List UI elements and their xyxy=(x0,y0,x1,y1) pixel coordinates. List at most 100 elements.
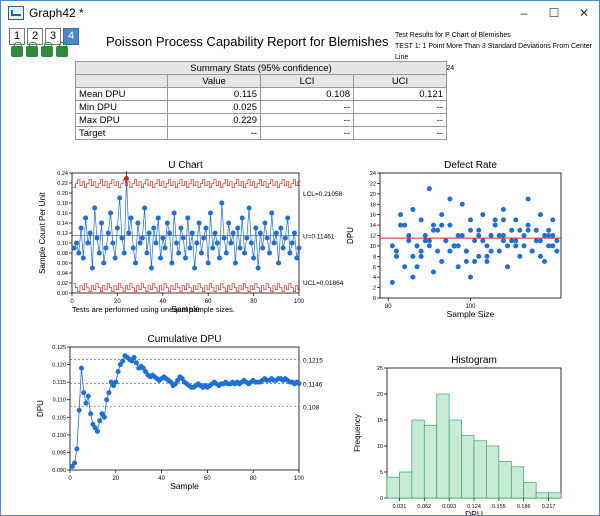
reference-label: 0.1146 xyxy=(303,382,323,389)
scatter-point xyxy=(500,217,506,223)
histogram-chart: Histogram DPU Frequency 0 5 10 15 20 25 0.031 0.06… xyxy=(353,355,562,515)
cumulative-point xyxy=(88,411,94,417)
scatter-point xyxy=(393,248,399,254)
cumulative-point xyxy=(131,355,137,361)
u-point xyxy=(171,210,177,216)
chart-title: Cumulative DPU xyxy=(148,334,222,345)
u-point xyxy=(89,265,95,271)
cumulative-point xyxy=(74,446,80,452)
scatter-point xyxy=(546,233,552,238)
u-point xyxy=(92,205,98,211)
u-point xyxy=(101,260,107,266)
scatter-point xyxy=(476,253,482,259)
scatter-point xyxy=(496,233,502,238)
u-point xyxy=(148,265,154,271)
scatter-point xyxy=(537,253,543,259)
window-controls: – ☐ ✕ xyxy=(509,1,599,25)
graph-page[interactable]: 1 2 3 4 Poisson Process Capability Repor… xyxy=(2,25,598,515)
scatter-point xyxy=(537,238,543,244)
u-point xyxy=(210,245,216,251)
u-point xyxy=(96,250,102,256)
histogram-bar xyxy=(399,471,413,499)
u-point xyxy=(248,240,254,246)
scatter-point xyxy=(505,243,511,249)
u-point xyxy=(201,235,207,241)
maximize-button[interactable]: ☐ xyxy=(548,6,560,20)
histogram-bar xyxy=(386,476,400,499)
u-point xyxy=(164,220,170,226)
x-tick-label: 80 xyxy=(385,304,392,310)
histogram-bar xyxy=(436,393,450,499)
scatter-point xyxy=(468,227,473,233)
scatter-point xyxy=(554,238,560,244)
scatter-point xyxy=(505,264,511,270)
scatter-point xyxy=(459,201,465,207)
scatter-point xyxy=(455,233,461,238)
scatter-point xyxy=(430,227,436,233)
scatter-point xyxy=(447,248,453,254)
y-tick-label: 0.18 xyxy=(57,201,68,207)
y-tick-label: 25 xyxy=(377,366,383,372)
u-point xyxy=(178,225,184,231)
cumulative-point xyxy=(113,379,119,385)
scatter-point xyxy=(439,212,445,218)
scatter-point xyxy=(492,217,498,223)
x-tick-label: 0 xyxy=(70,299,74,305)
scatter-point xyxy=(472,238,478,244)
u-point xyxy=(185,215,191,221)
table-row: Min DPU 0.025 -- -- xyxy=(75,100,447,114)
cumulative-point xyxy=(97,418,103,424)
scatter-point xyxy=(554,248,560,254)
u-point xyxy=(278,225,284,231)
u-point xyxy=(255,265,261,271)
u-point xyxy=(160,235,166,241)
lock-icon[interactable] xyxy=(11,42,23,57)
y-tick-label: 0.125 xyxy=(52,345,66,351)
chart-title: Histogram xyxy=(451,355,497,366)
u-point xyxy=(242,250,248,256)
y-tick-label: 0.08 xyxy=(57,251,68,257)
scatter-point xyxy=(542,259,548,265)
y-tick-label: 4 xyxy=(373,275,376,281)
u-point xyxy=(105,230,111,236)
scatter-point xyxy=(398,212,404,218)
cumulative-point xyxy=(81,390,87,396)
layer-tab-1[interactable]: 1 xyxy=(9,28,25,45)
y-tick-label: 22 xyxy=(370,181,376,187)
scatter-point xyxy=(546,243,552,249)
scatter-point xyxy=(492,222,498,228)
close-button[interactable]: ✕ xyxy=(578,6,590,20)
x-tick-label: 0.031 xyxy=(393,504,407,510)
scatter-point xyxy=(513,243,519,249)
layer-tab-4[interactable]: 4 xyxy=(63,28,79,45)
reference-label: 0.108 xyxy=(303,405,320,412)
y-tick-label: 0.06 xyxy=(57,261,68,267)
scatter-point xyxy=(426,238,432,244)
scatter-point xyxy=(406,238,412,244)
u-point xyxy=(94,235,100,241)
layer-tab-2[interactable]: 2 xyxy=(27,28,43,45)
table-row: Target -- -- -- xyxy=(75,126,447,140)
u-point xyxy=(235,225,241,231)
y-axis-label: DPU xyxy=(36,400,45,417)
y-tick-label: 10 xyxy=(377,444,383,450)
x-tick-label: 0.155 xyxy=(492,504,506,510)
scatter-point xyxy=(500,206,506,212)
x-axis-label: Sample xyxy=(170,481,199,491)
layer-tab-3[interactable]: 3 xyxy=(45,28,61,45)
x-tick-label: 20 xyxy=(114,299,121,305)
y-tick-label: 20 xyxy=(377,392,383,398)
y-tick-label: 0.16 xyxy=(57,211,68,217)
lock-icon[interactable] xyxy=(41,42,53,57)
histogram-bar xyxy=(523,482,537,499)
minimize-button[interactable]: – xyxy=(520,6,528,20)
scatter-point xyxy=(430,269,436,275)
u-point xyxy=(78,225,84,231)
lock-icon[interactable] xyxy=(56,42,68,57)
lock-icon[interactable] xyxy=(26,42,38,57)
histogram-bar xyxy=(498,461,512,499)
u-chart: U Chart Sample Sample Count Per Unit 0.00 0.… xyxy=(38,160,344,314)
u-point xyxy=(126,230,132,236)
title-bar[interactable]: Graph42 * – ☐ ✕ xyxy=(1,1,599,25)
histogram-bar xyxy=(448,419,462,499)
